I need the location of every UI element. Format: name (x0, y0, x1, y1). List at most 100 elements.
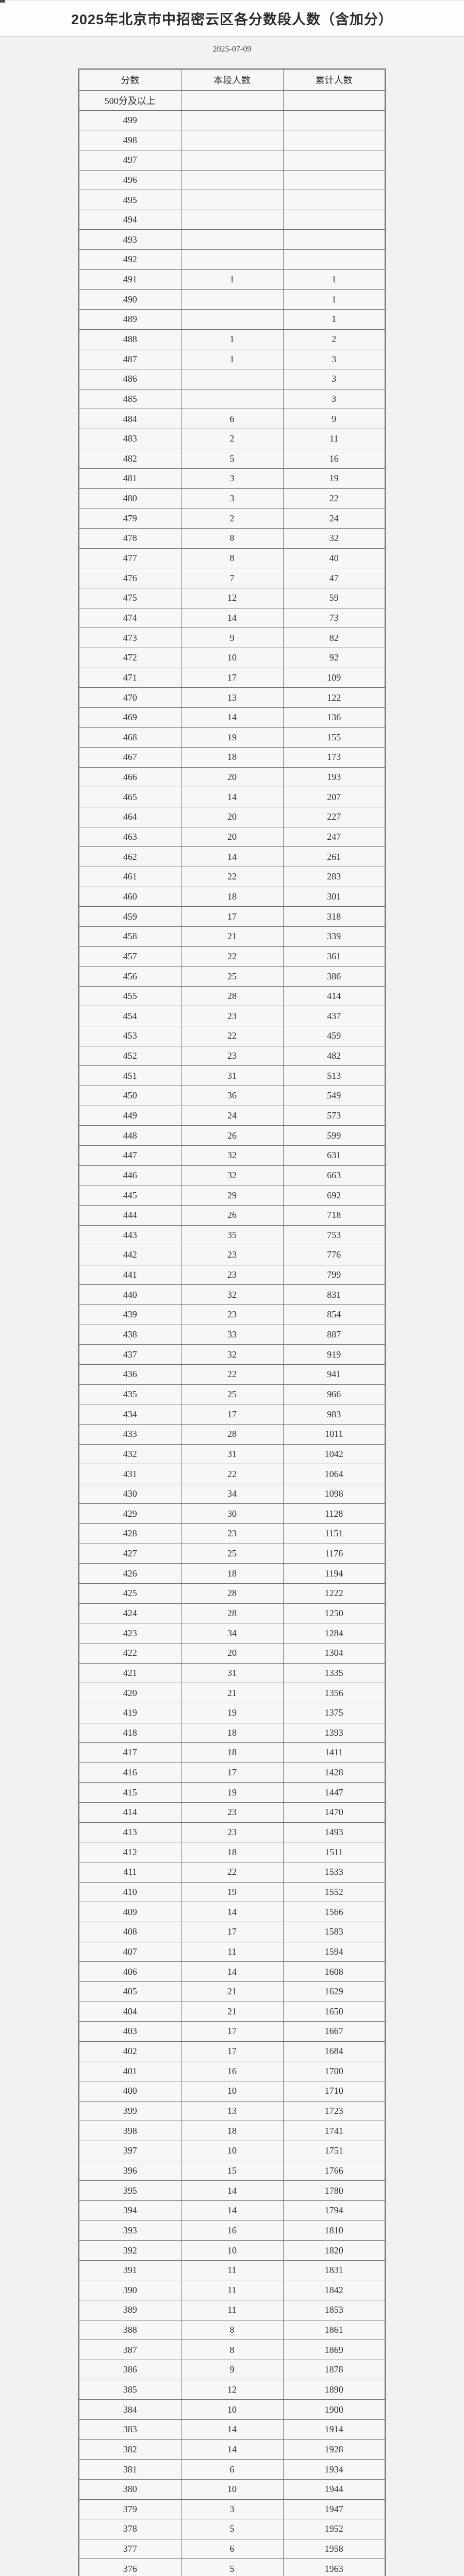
cumulative-count-cell: 1810 (283, 2220, 386, 2241)
table-row: 436 22 941 (78, 1364, 386, 1385)
segment-count-cell: 31 (180, 1444, 284, 1465)
segment-count-cell: 23 (180, 1245, 284, 1265)
cumulative-count-cell: 1794 (283, 2200, 386, 2221)
segment-count-cell (180, 209, 284, 230)
table-row: 393 16 1810 (78, 2220, 386, 2241)
cumulative-count-cell: 1608 (283, 1961, 386, 1982)
score-cell: 399 (78, 2100, 181, 2122)
segment-count-cell: 20 (180, 1642, 284, 1664)
cumulative-count-cell: 1780 (283, 2180, 386, 2201)
table-row: 454 23 437 (78, 1006, 386, 1027)
segment-count-cell (180, 110, 284, 131)
table-row: 438 33 887 (78, 1324, 386, 1345)
score-cell: 393 (78, 2220, 181, 2241)
segment-count-cell: 8 (180, 548, 284, 569)
segment-count-cell: 23 (180, 1802, 284, 1823)
score-cell: 405 (78, 1981, 181, 2002)
cumulative-count-cell: 109 (283, 667, 386, 688)
score-cell: 462 (78, 846, 181, 867)
score-cell: 470 (78, 687, 181, 708)
score-cell: 484 (78, 409, 181, 429)
table-row: 486 3 (78, 368, 386, 389)
cumulative-count-cell (283, 229, 386, 250)
cumulative-count-cell: 82 (283, 628, 386, 648)
corner-mark (0, 0, 5, 3)
table-row: 489 1 (78, 309, 386, 330)
segment-count-cell (180, 130, 284, 150)
table-row: 391 11 1831 (78, 2260, 386, 2281)
segment-count-cell: 28 (180, 1603, 284, 1624)
table-row: 377 6 1958 (78, 2538, 386, 2560)
table-row: 441 23 799 (78, 1264, 386, 1285)
table-row: 392 10 1820 (78, 2240, 386, 2261)
score-cell: 449 (78, 1105, 181, 1126)
cumulative-count-cell: 1411 (283, 1742, 386, 1763)
segment-count-cell: 17 (180, 2041, 284, 2062)
score-cell: 474 (78, 607, 181, 629)
cumulative-count-cell: 1064 (283, 1464, 386, 1484)
score-cell: 447 (78, 1145, 181, 1166)
cumulative-count-cell: 1493 (283, 1822, 386, 1843)
score-cell: 438 (78, 1324, 181, 1345)
table-row: 481 3 19 (78, 468, 386, 489)
score-cell: 382 (78, 2439, 181, 2460)
score-cell: 465 (78, 787, 181, 808)
score-cell: 403 (78, 2021, 181, 2042)
cumulative-count-cell: 3 (283, 368, 386, 389)
cumulative-count-cell: 1 (283, 289, 386, 310)
cumulative-count-cell: 1914 (283, 2419, 386, 2440)
table-row: 397 10 1751 (78, 2140, 386, 2161)
segment-count-cell: 21 (180, 1981, 284, 2002)
segment-count-cell: 28 (180, 1583, 284, 1604)
table-row: 422 20 1304 (78, 1642, 386, 1664)
cumulative-count-cell: 122 (283, 687, 386, 708)
table-row: 424 28 1250 (78, 1603, 386, 1624)
table-row: 466 20 193 (78, 767, 386, 788)
segment-count-cell (180, 90, 284, 111)
segment-count-cell: 18 (180, 747, 284, 768)
score-cell: 376 (78, 2558, 181, 2576)
cumulative-count-cell: 1151 (283, 1523, 386, 1544)
segment-count-cell: 17 (180, 2021, 284, 2042)
score-cell: 478 (78, 528, 181, 549)
score-cell: 441 (78, 1264, 181, 1285)
cumulative-count-cell: 437 (283, 1006, 386, 1027)
table-row: 437 32 919 (78, 1344, 386, 1365)
table-row: 452 23 482 (78, 1045, 386, 1066)
cumulative-count-cell: 1700 (283, 2061, 386, 2082)
segment-count-cell: 32 (180, 1284, 284, 1306)
score-cell: 379 (78, 2499, 181, 2520)
score-cell: 463 (78, 826, 181, 848)
cumulative-count-cell (283, 130, 386, 150)
table-row: 382 14 1928 (78, 2439, 386, 2460)
score-cell: 422 (78, 1642, 181, 1664)
segment-count-cell: 8 (180, 528, 284, 549)
score-cell: 385 (78, 2379, 181, 2400)
table-row: 439 23 854 (78, 1304, 386, 1325)
table-row: 431 22 1064 (78, 1464, 386, 1484)
cumulative-count-cell: 173 (283, 747, 386, 768)
cumulative-count-cell: 1511 (283, 1842, 386, 1863)
cumulative-count-cell: 22 (283, 488, 386, 509)
header-segment-count: 本段人数 (180, 69, 284, 91)
table-row: 487 1 3 (78, 349, 386, 369)
cumulative-count-cell: 1710 (283, 2081, 386, 2102)
cumulative-count-cell: 1629 (283, 1981, 386, 2002)
segment-count-cell: 25 (180, 1543, 284, 1564)
table-row: 498 (78, 130, 386, 150)
cumulative-count-cell: 1723 (283, 2100, 386, 2122)
score-cell: 494 (78, 209, 181, 230)
segment-count-cell: 8 (180, 2319, 284, 2341)
score-cell: 455 (78, 986, 181, 1007)
table-row: 404 21 1650 (78, 2001, 386, 2022)
score-cell: 428 (78, 1523, 181, 1544)
segment-count-cell: 32 (180, 1145, 284, 1166)
score-cell: 410 (78, 1882, 181, 1903)
segment-count-cell: 18 (180, 1842, 284, 1863)
segment-count-cell: 17 (180, 1762, 284, 1783)
table-row: 499 (78, 110, 386, 131)
score-cell: 406 (78, 1961, 181, 1982)
cumulative-count-cell: 1284 (283, 1623, 386, 1643)
score-cell: 481 (78, 468, 181, 489)
table-row: 410 19 1552 (78, 1882, 386, 1903)
